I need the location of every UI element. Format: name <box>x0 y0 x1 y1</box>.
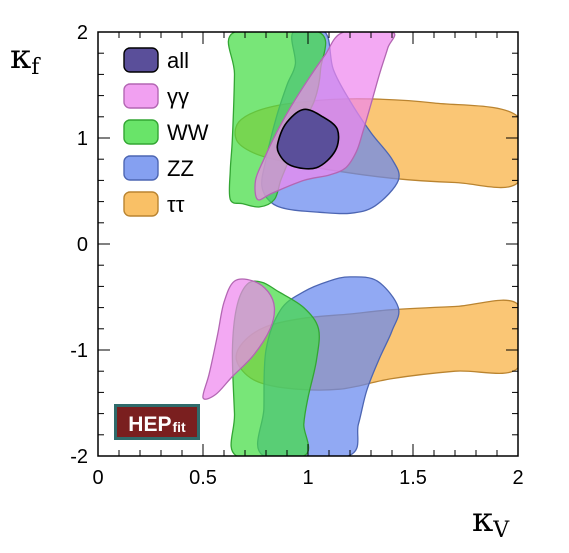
y-tick-label: 1 <box>77 128 88 150</box>
x-tick-label: 0 <box>92 467 103 489</box>
contour-regions <box>202 32 518 456</box>
y-tick-label: -1 <box>70 340 88 362</box>
legend-label-series1: γγ <box>167 84 189 109</box>
legend-swatch-series4 <box>123 191 159 217</box>
plot-frame <box>97 31 519 457</box>
hepfit-logo: HEP fit <box>114 404 200 440</box>
legend-swatch-ww <box>123 119 159 145</box>
legend-label-series4: ττ <box>167 192 185 217</box>
legend-label-zz: ZZ <box>167 156 194 181</box>
legend-label-all: all <box>167 48 189 73</box>
y-tick-label: 2 <box>77 22 88 44</box>
y-axis-label: κf <box>10 37 41 80</box>
x-axis-label: κV <box>472 500 510 543</box>
legend: all γγ WW ZZ ττ <box>123 47 209 217</box>
tick-labels: 0 0.5 1 1.5 2 -2 -1 0 1 2 <box>70 22 523 489</box>
legend-swatch-series1 <box>123 83 159 109</box>
logo-main-text: HEP <box>128 413 172 436</box>
x-tick-label: 1 <box>302 467 313 489</box>
y-tick-label: -2 <box>70 446 88 468</box>
legend-label-ww: WW <box>167 120 209 145</box>
legend-swatch-all <box>123 47 159 73</box>
x-tick-label: 2 <box>512 467 523 489</box>
logo-sub-text: fit <box>172 419 186 435</box>
x-tick-label: 0.5 <box>189 467 217 489</box>
legend-swatch-zz <box>123 155 159 181</box>
region-all-1 <box>276 108 340 170</box>
x-tick-label: 1.5 <box>399 467 427 489</box>
region-series1-2 <box>202 278 276 400</box>
y-tick-label: 0 <box>77 234 88 256</box>
